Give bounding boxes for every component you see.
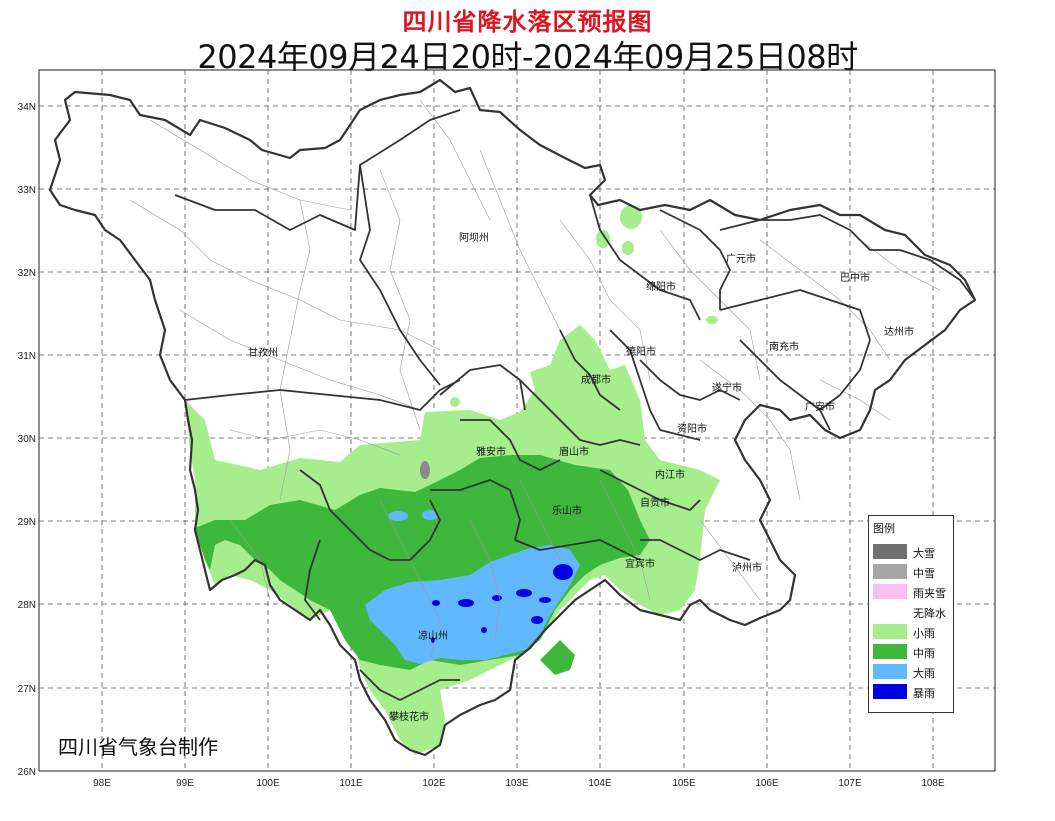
longitude-labels: 98E 99E 100E 101E 102E 103E 104E 105E 10… <box>93 778 945 789</box>
legend-item-light-rain: 小雨 <box>873 622 953 642</box>
prefecture-boundaries <box>174 109 976 701</box>
sichuan-province-outline <box>48 78 977 757</box>
map-title: 四川省降水落区预报图 <box>402 8 653 36</box>
city-labels: 阿坝州 广元市 巴中市 绵阳市 达州市 甘孜州 德阳市 南充市 成都市 遂宁市 … <box>248 232 914 723</box>
rainstorm-area <box>431 564 573 643</box>
lat-label-29N: 29N <box>18 517 36 528</box>
lon-label-108E: 108E <box>921 778 945 789</box>
lon-label-105E: 105E <box>672 778 696 789</box>
city-label-luzhou: 泸州市 <box>732 561 762 574</box>
city-label-ganzi: 甘孜州 <box>248 346 278 359</box>
legend-item-sleet: 雨夹雪 <box>873 582 953 602</box>
lat-label-27N: 27N <box>18 684 36 695</box>
lon-label-103E: 103E <box>505 778 529 789</box>
legend-swatch <box>873 624 907 639</box>
city-label-suining: 遂宁市 <box>712 381 742 394</box>
lon-label-104E: 104E <box>588 778 612 789</box>
city-label-mianyang: 绵阳市 <box>646 280 676 293</box>
latitude-labels: 34N 33N 32N 31N 30N 29N 28N 27N 26N <box>18 102 36 778</box>
lat-label-32N: 32N <box>18 268 36 279</box>
legend-swatch <box>873 604 907 619</box>
lat-label-30N: 30N <box>18 434 36 445</box>
city-label-guangan: 广安市 <box>805 400 835 413</box>
producer-credit: 四川省气象台制作 <box>58 735 218 759</box>
legend: 图例 大雪 中雪 雨夹雪 无降水 小雨 中雨 大雨 暴雨 <box>868 515 954 713</box>
city-label-yibin: 宜宾市 <box>625 557 655 570</box>
city-label-deyang: 德阳市 <box>626 345 656 358</box>
city-label-leshan: 乐山市 <box>552 504 582 517</box>
legend-item-no-precip: 无降水 <box>873 602 953 622</box>
city-label-bazhong: 巴中市 <box>840 271 870 284</box>
legend-item-moderate-rain: 中雨 <box>873 642 953 662</box>
city-label-zigong: 自贡市 <box>640 496 670 509</box>
lon-label-107E: 107E <box>838 778 862 789</box>
legend-label: 中雨 <box>913 647 935 660</box>
lon-label-102E: 102E <box>422 778 446 789</box>
lon-label-106E: 106E <box>755 778 779 789</box>
legend-title: 图例 <box>873 522 895 535</box>
city-label-meishan: 眉山市 <box>559 445 589 458</box>
city-label-chengdu: 成都市 <box>581 373 611 386</box>
lon-label-101E: 101E <box>339 778 363 789</box>
heavy-snow-patch <box>420 461 430 479</box>
legend-label: 大雪 <box>913 547 935 560</box>
lon-label-99E: 99E <box>176 778 194 789</box>
city-label-dazhou: 达州市 <box>884 325 914 338</box>
lat-label-28N: 28N <box>18 600 36 611</box>
city-label-panzhihua: 攀枝花市 <box>389 710 429 723</box>
city-label-neijiang: 内江市 <box>655 468 685 481</box>
legend-label: 大雨 <box>913 667 935 680</box>
lat-label-34N: 34N <box>18 102 36 113</box>
legend-swatch <box>873 664 907 679</box>
legend-item-rainstorm: 暴雨 <box>873 682 953 702</box>
legend-swatch <box>873 684 907 699</box>
city-label-liangshan: 凉山州 <box>418 629 448 642</box>
city-label-yaan: 雅安市 <box>476 445 506 458</box>
legend-label: 中雪 <box>913 567 935 580</box>
legend-item-moderate-snow: 中雪 <box>873 562 953 582</box>
lat-label-31N: 31N <box>18 351 36 362</box>
lon-label-98E: 98E <box>93 778 111 789</box>
legend-item-heavy-rain: 大雨 <box>873 662 953 682</box>
legend-swatch <box>873 584 907 599</box>
legend-label: 无降水 <box>913 607 946 620</box>
legend-label: 小雨 <box>913 627 935 640</box>
city-label-ziyang: 资阳市 <box>677 422 707 435</box>
legend-swatch <box>873 644 907 659</box>
legend-swatch <box>873 544 907 559</box>
city-label-nanchong: 南充市 <box>769 340 799 353</box>
city-label-guangyuan: 广元市 <box>726 252 756 265</box>
city-label-aba: 阿坝州 <box>459 232 489 244</box>
legend-swatch <box>873 564 907 579</box>
legend-label: 雨夹雪 <box>913 587 946 600</box>
lat-label-33N: 33N <box>18 185 36 196</box>
lon-label-100E: 100E <box>256 778 280 789</box>
legend-item-heavy-snow: 大雪 <box>873 542 953 562</box>
lat-label-26N: 26N <box>18 767 36 778</box>
legend-label: 暴雨 <box>913 687 935 700</box>
county-boundaries <box>129 99 941 661</box>
